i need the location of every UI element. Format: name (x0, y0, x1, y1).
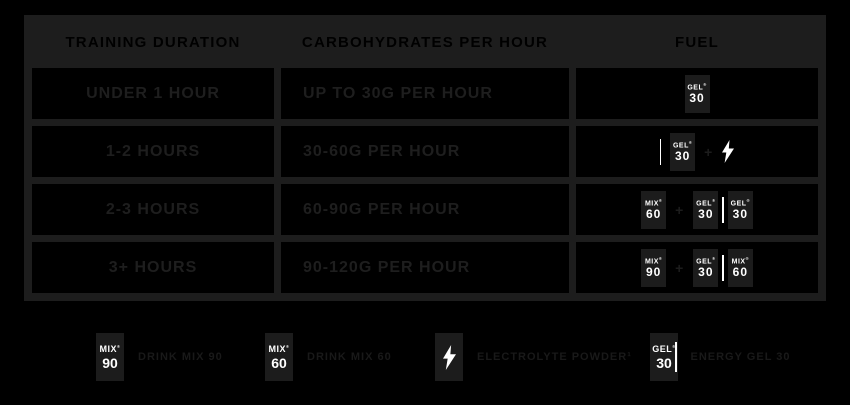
header-fuel-label: FUEL (675, 33, 719, 51)
plus-sign: + (675, 201, 685, 218)
gel30-badge: GEL® 30 (684, 74, 710, 113)
row2-carbs: 30-60G PER HOUR (281, 126, 569, 177)
gel30-badge: GEL® 30 (670, 132, 696, 171)
badge-brand: GEL® (696, 255, 716, 266)
badge-separator (675, 342, 677, 372)
row4-duration-label: 3+ HOURS (108, 258, 198, 276)
mix60-badge: MIX® 60 (641, 190, 667, 229)
header-duration: TRAINING DURATION (32, 23, 274, 61)
mix60-badge: MIX® 60 (265, 333, 293, 381)
row1-duration-label: UNDER 1 HOUR (86, 84, 220, 102)
plus-sign: + (704, 143, 714, 160)
row1-fuel: GEL® 30 (576, 68, 818, 119)
badge-brand: GEL® (730, 197, 751, 208)
row2-carbs-label: 30-60G PER HOUR (303, 142, 461, 160)
gel30-badge: GEL® 30 (693, 190, 719, 229)
header-duration-label: TRAINING DURATION (65, 33, 241, 51)
badge-number: 30 (689, 91, 705, 106)
badge-number: 30 (674, 149, 691, 164)
badge-separator (722, 196, 724, 223)
badge-brand: MIX® (644, 197, 663, 208)
header-carbs-label: CARBOHYDRATES PER HOUR (301, 33, 549, 51)
mix90-badge: MIX® 90 (96, 333, 124, 381)
row3-duration-label: 2-3 HOURS (105, 200, 201, 218)
row3-carbs: 60-90G PER HOUR (281, 184, 569, 235)
plus-sign: + (675, 259, 685, 276)
gel30-badge: GEL® 30 (693, 248, 719, 287)
header-carbs: CARBOHYDRATES PER HOUR (281, 23, 569, 61)
lightning-bolt-icon (722, 140, 735, 163)
legend-label-mix60: DRINK MIX 60 (307, 351, 392, 363)
gel30-badge: GEL® 30 (650, 333, 678, 381)
legend-item-mix60: MIX® 60 DRINK MIX 60 (265, 333, 392, 381)
fuelling-table: TRAINING DURATION CARBOHYDRATES PER HOUR… (24, 15, 826, 301)
legend-item-mix90: MIX® 90 DRINK MIX 90 (96, 333, 223, 381)
badge-number: 60 (271, 354, 287, 371)
badge-number: 90 (102, 354, 118, 371)
lightning-bolt-icon (442, 344, 456, 370)
badge-pair: GEL® 30 GEL® 30 (693, 190, 753, 229)
row2-fuel: GEL® 30 + (576, 126, 818, 177)
row1-carbs: UP TO 30G PER HOUR (281, 68, 569, 119)
row4-carbs-label: 90-120G PER HOUR (303, 258, 471, 276)
badge-pair: GEL® 30 MIX® 60 (693, 248, 753, 287)
badge-separator (659, 138, 662, 165)
badge-brand: GEL® (687, 81, 707, 92)
row4-fuel: MIX® 90 + GEL® 30 MIX® 60 (576, 242, 818, 293)
gel30-badge: GEL® 30 (727, 190, 753, 229)
legend-label-mix90: DRINK MIX 90 (138, 351, 223, 363)
badge-number: 90 (645, 265, 662, 280)
row3-duration: 2-3 HOURS (32, 184, 274, 235)
badge-brand: MIX® (268, 343, 290, 354)
header-fuel: FUEL (576, 23, 818, 61)
row1-duration: UNDER 1 HOUR (32, 68, 274, 119)
badge-brand: MIX® (644, 255, 663, 266)
legend-item-electrolytes: ELECTROLYTE POWDER¹ (435, 333, 632, 381)
badge-brand: GEL® (652, 343, 676, 354)
badge-number: 30 (732, 207, 749, 222)
badge-brand: GEL® (696, 197, 716, 208)
row4-duration: 3+ HOURS (32, 242, 274, 293)
badge-brand: MIX® (99, 343, 121, 354)
badge-number: 60 (645, 207, 662, 222)
badge-brand: GEL® (672, 139, 693, 150)
badge-number: 30 (656, 354, 672, 371)
row1-carbs-label: UP TO 30G PER HOUR (303, 84, 493, 102)
legend-label-electrolytes: ELECTROLYTE POWDER¹ (477, 351, 632, 363)
mix90-badge: MIX® 90 (641, 248, 667, 287)
legend-label-gel30: ENERGY GEL 30 (690, 351, 791, 363)
row2-duration: 1-2 HOURS (32, 126, 274, 177)
badge-number: 60 (732, 265, 749, 280)
badge-separator (722, 254, 724, 281)
row2-duration-label: 1-2 HOURS (105, 142, 201, 160)
row3-fuel: MIX® 60 + GEL® 30 GEL® 30 (576, 184, 818, 235)
badge-number: 30 (698, 265, 714, 280)
row4-carbs: 90-120G PER HOUR (281, 242, 569, 293)
row3-carbs-label: 60-90G PER HOUR (303, 200, 461, 218)
legend-item-gel30: GEL® 30 ENERGY GEL 30 (650, 333, 791, 381)
lightning-bolt-badge (435, 333, 463, 381)
mix60-badge: MIX® 60 (727, 248, 753, 287)
badge-brand: MIX® (731, 255, 750, 266)
badge-number: 30 (698, 207, 714, 222)
